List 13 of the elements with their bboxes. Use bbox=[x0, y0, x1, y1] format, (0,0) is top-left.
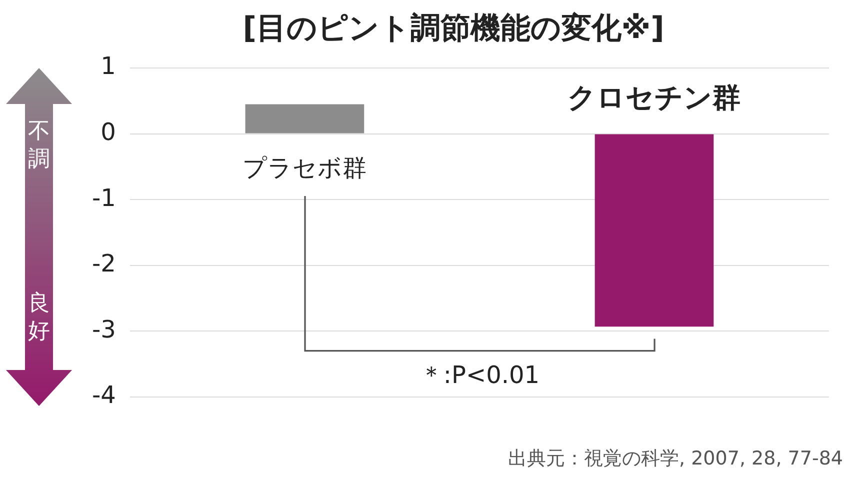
x-tick-label: クロセチン群 bbox=[568, 81, 741, 114]
chart-title: [目のピント調節機能の変化※] bbox=[242, 10, 664, 46]
annotation: ＊:P<0.01 bbox=[419, 360, 540, 389]
y-tick-label: -4 bbox=[92, 381, 116, 410]
x-tick-label: プラセボ群 bbox=[242, 154, 367, 182]
text: 出典元：視覚の科学, 2007, 28, 77-84 bbox=[508, 447, 843, 470]
y-tick-label: -3 bbox=[92, 315, 116, 344]
y-tick-label: 1 bbox=[100, 52, 116, 80]
text: 不調 bbox=[27, 118, 51, 174]
y-tick-label: -1 bbox=[92, 184, 116, 212]
y-tick-label: 0 bbox=[100, 118, 116, 146]
text: 良好 bbox=[27, 290, 51, 346]
y-tick-label: -2 bbox=[92, 250, 116, 278]
